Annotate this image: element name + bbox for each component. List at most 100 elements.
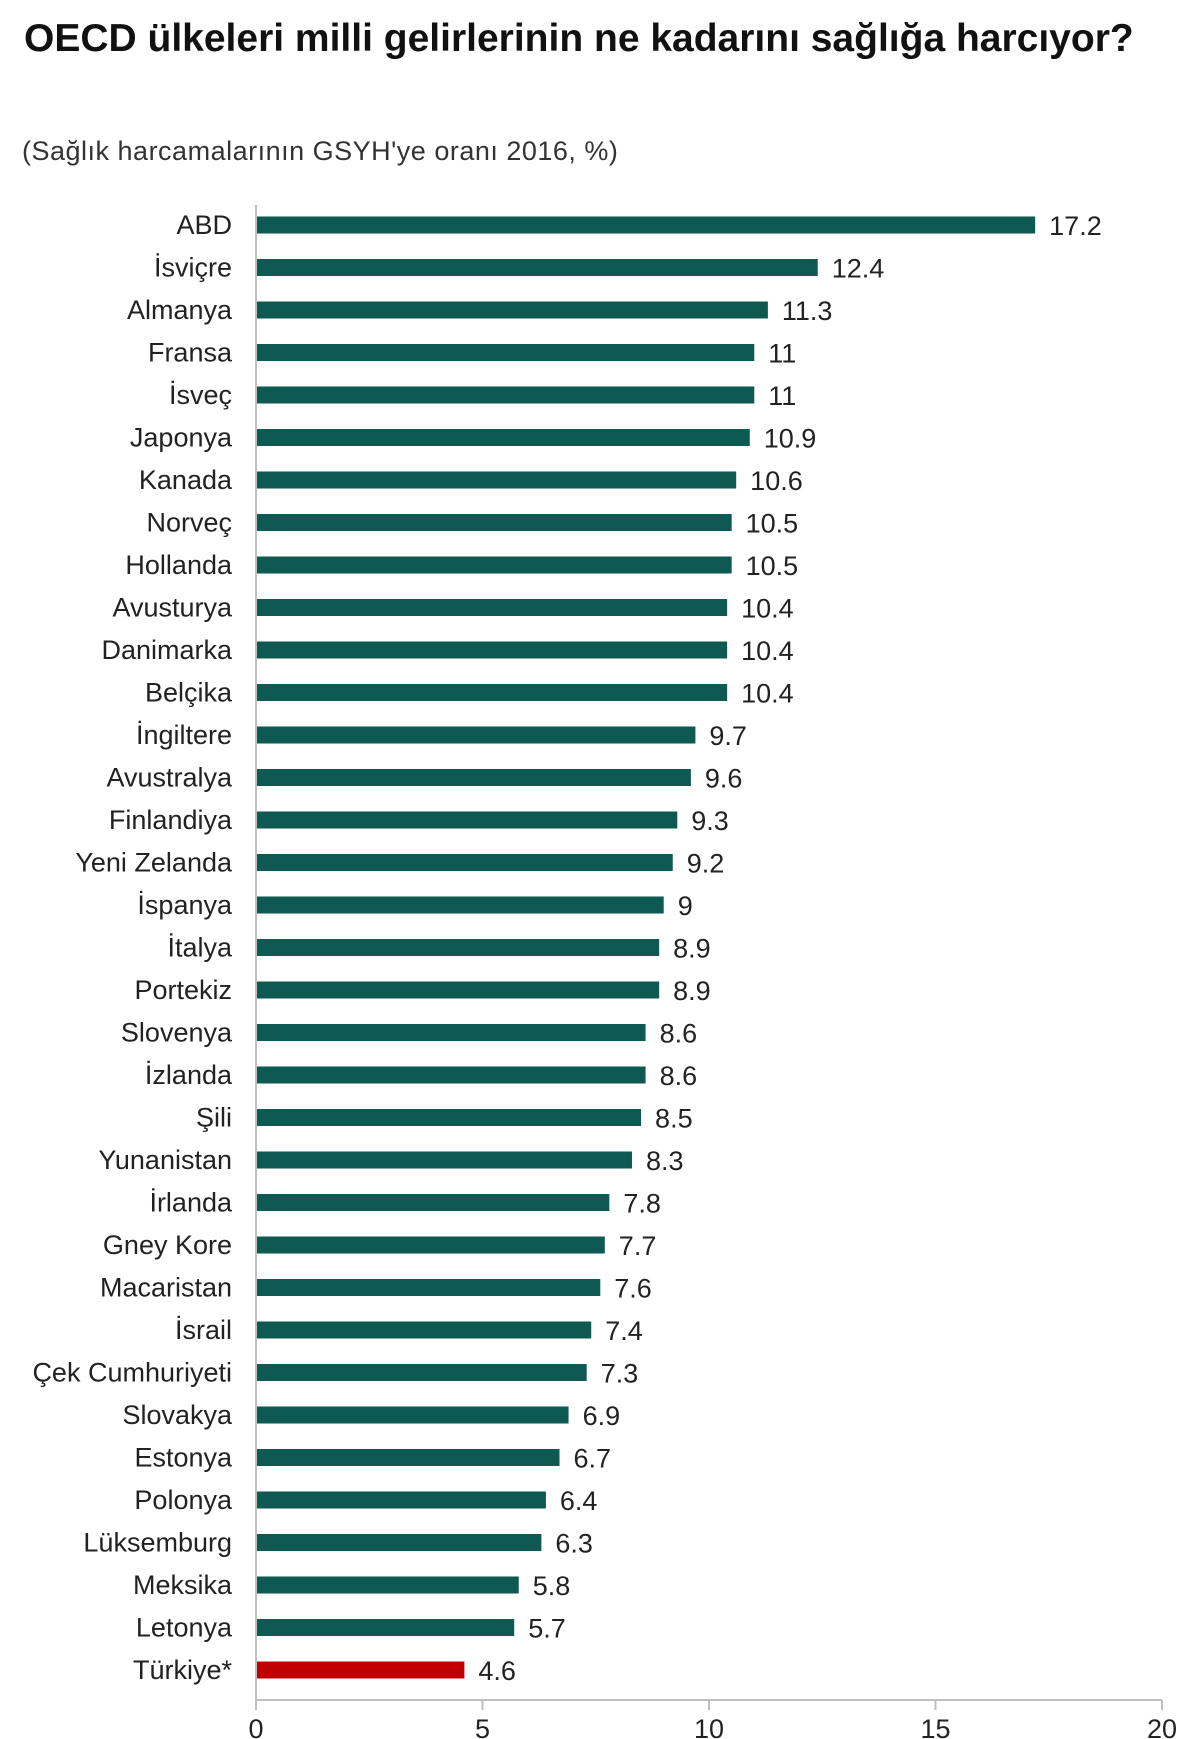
bar	[256, 1619, 515, 1636]
category-label: İrlanda	[149, 1187, 233, 1218]
category-label: Polonya	[134, 1485, 233, 1515]
category-label: Slovakya	[122, 1400, 233, 1430]
value-label: 9.3	[691, 806, 729, 836]
value-label: 8.5	[655, 1104, 693, 1134]
bar	[256, 1066, 646, 1084]
value-label: 10.4	[741, 679, 794, 709]
bar	[256, 1194, 610, 1211]
bar	[256, 1661, 465, 1679]
x-tick-label: 0	[248, 1714, 263, 1739]
bar	[256, 1236, 605, 1254]
value-label: 10.5	[746, 551, 799, 581]
x-tick-label: 5	[475, 1714, 490, 1739]
category-label: İsviçre	[154, 252, 232, 283]
category-label: İngiltere	[136, 719, 232, 750]
bar	[256, 1491, 546, 1509]
bar	[256, 556, 732, 574]
category-label: Macaristan	[100, 1273, 232, 1303]
category-label: Fransa	[148, 338, 233, 368]
value-label: 7.3	[601, 1359, 639, 1389]
bar	[256, 1321, 592, 1339]
value-label: 8.3	[646, 1146, 684, 1176]
value-label: 6.4	[560, 1486, 598, 1516]
category-label: ABD	[176, 210, 232, 240]
category-label: Lüksemburg	[83, 1528, 232, 1558]
axes-group: 0 5 10 15 20	[248, 205, 1177, 1739]
value-label: 17.2	[1049, 211, 1102, 241]
x-tick-label: 10	[694, 1714, 724, 1739]
bar	[256, 514, 732, 531]
value-label: 8.6	[660, 1019, 698, 1049]
category-label: Almanya	[127, 295, 233, 325]
category-label: Japonya	[130, 423, 233, 453]
bar	[256, 769, 691, 786]
value-label: 5.8	[533, 1571, 571, 1601]
category-label: Şili	[196, 1103, 232, 1133]
bar	[256, 1449, 560, 1466]
value-label: 7.4	[605, 1316, 643, 1346]
value-label: 7.8	[623, 1189, 661, 1219]
category-label: Slovenya	[121, 1018, 233, 1048]
category-label: Gney Kore	[103, 1230, 232, 1260]
chart-subtitle: (Sağlık harcamalarının GSYH'ye oranı 201…	[22, 136, 619, 166]
bar	[256, 981, 660, 999]
value-label: 6.9	[583, 1401, 621, 1431]
value-label: 9	[678, 891, 693, 921]
bar	[256, 471, 737, 489]
category-label: Letonya	[136, 1613, 233, 1643]
value-label: 10.4	[741, 636, 794, 666]
value-label: 8.9	[673, 934, 711, 964]
bar	[256, 811, 678, 829]
value-label: 11	[768, 339, 796, 369]
bar	[256, 726, 696, 744]
value-label: 9.6	[705, 764, 743, 794]
category-label: Estonya	[134, 1443, 233, 1473]
bar	[256, 1534, 542, 1551]
category-label: Çek Cumhuriyeti	[32, 1358, 232, 1388]
category-label: Portekiz	[134, 975, 232, 1005]
value-label: 9.7	[709, 721, 747, 751]
category-label: Yeni Zelanda	[75, 848, 233, 878]
value-label: 6.3	[555, 1529, 593, 1559]
category-label: İsrail	[175, 1314, 232, 1345]
value-label: 11.3	[782, 296, 833, 326]
value-label: 7.7	[619, 1231, 657, 1261]
bar	[256, 1024, 646, 1041]
bars-group: ABD 17.2 İsviçre 12.4 Almanya 11.3 Fransa 11 İsv…	[32, 210, 1101, 1686]
bar	[256, 1109, 642, 1126]
category-label: İzlanda	[145, 1059, 233, 1090]
category-label: İtalya	[167, 932, 233, 963]
category-label: Meksika	[133, 1570, 233, 1600]
bar	[256, 429, 750, 446]
value-label: 7.6	[614, 1274, 652, 1304]
bar	[256, 1151, 632, 1169]
value-label: 10.6	[750, 466, 803, 496]
category-label: İsveç	[169, 379, 232, 410]
value-label: 10.5	[746, 509, 799, 539]
bar	[256, 386, 755, 404]
category-label: Kanada	[139, 465, 233, 495]
x-tick-label: 15	[920, 1714, 950, 1739]
category-label: Norveç	[146, 508, 232, 538]
category-label: Finlandiya	[109, 805, 233, 835]
bar	[256, 301, 768, 319]
x-tick-label: 20	[1147, 1714, 1177, 1739]
chart-title: OECD ülkeleri milli gelirlerinin ne kada…	[24, 17, 1134, 60]
category-label: Belçika	[145, 678, 233, 708]
category-label: İspanya	[137, 889, 233, 920]
value-label: 10.4	[741, 594, 794, 624]
bar	[256, 896, 664, 914]
bar	[256, 939, 660, 956]
value-label: 8.6	[660, 1061, 698, 1091]
bar	[256, 599, 728, 616]
category-label: Yunanistan	[98, 1145, 232, 1175]
value-label: 8.9	[673, 976, 711, 1006]
bar	[256, 216, 1036, 234]
category-label: Danimarka	[101, 635, 233, 665]
value-label: 6.7	[574, 1444, 612, 1474]
bar	[256, 684, 728, 701]
value-label: 12.4	[832, 254, 885, 284]
category-label: Türkiye*	[133, 1655, 233, 1685]
category-label: Avusturya	[112, 593, 233, 623]
